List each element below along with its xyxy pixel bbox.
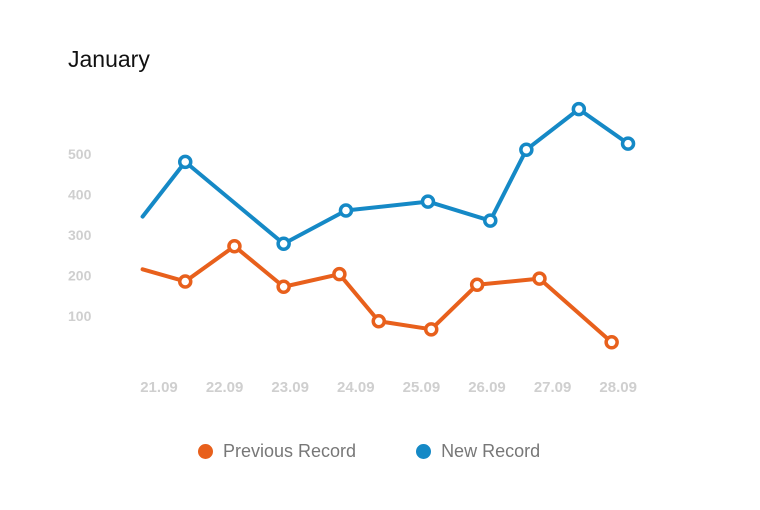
x-tick-label: 27.09 xyxy=(534,379,572,396)
data-point[interactable] xyxy=(276,236,291,252)
series-line-new-record xyxy=(140,107,631,246)
data-point[interactable] xyxy=(371,313,387,329)
y-tick-label: 500 xyxy=(68,146,92,162)
x-tick-label: 22.09 xyxy=(206,379,244,396)
data-point[interactable] xyxy=(519,142,534,157)
legend-marker-previous-record xyxy=(198,444,213,459)
x-tick-label: 26.09 xyxy=(468,379,506,396)
data-point[interactable] xyxy=(338,203,354,218)
x-tick-label: 28.09 xyxy=(599,379,637,396)
line-chart: 100 200 300 400 500 21.09 22.09 23.09 24.09 25.09… xyxy=(68,101,637,396)
chart-title: January xyxy=(68,46,150,72)
data-point[interactable] xyxy=(276,279,291,295)
y-tick-label: 100 xyxy=(68,308,92,324)
data-point[interactable] xyxy=(332,266,347,282)
y-tick-label: 300 xyxy=(68,227,92,243)
legend-item-previous-record[interactable]: Previous Record xyxy=(198,441,356,462)
y-tick-label: 400 xyxy=(68,186,92,202)
x-tick-label: 21.09 xyxy=(140,379,178,396)
data-point[interactable] xyxy=(532,271,547,286)
x-tick-label: 23.09 xyxy=(271,379,309,396)
x-tick-label: 25.09 xyxy=(403,379,441,396)
data-point[interactable] xyxy=(177,154,193,170)
x-tick-label: 24.09 xyxy=(337,379,375,396)
data-point[interactable] xyxy=(177,274,193,289)
chart-legend: Previous Record New Record xyxy=(198,441,600,462)
data-point[interactable] xyxy=(420,194,436,209)
legend-marker-new-record xyxy=(416,444,432,459)
y-tick-label: 200 xyxy=(68,267,92,283)
data-point[interactable] xyxy=(423,322,439,337)
legend-label-previous-record: Previous Record xyxy=(223,441,357,461)
data-point[interactable] xyxy=(469,277,485,292)
data-point[interactable] xyxy=(604,335,619,350)
legend-label-new-record: New Record xyxy=(441,441,541,461)
legend-item-new-record[interactable]: New Record xyxy=(416,441,540,462)
data-point[interactable] xyxy=(483,213,498,228)
series-line-previous-record xyxy=(140,244,614,345)
data-point[interactable] xyxy=(571,101,587,117)
data-point[interactable] xyxy=(227,238,242,254)
data-point[interactable] xyxy=(620,136,636,151)
